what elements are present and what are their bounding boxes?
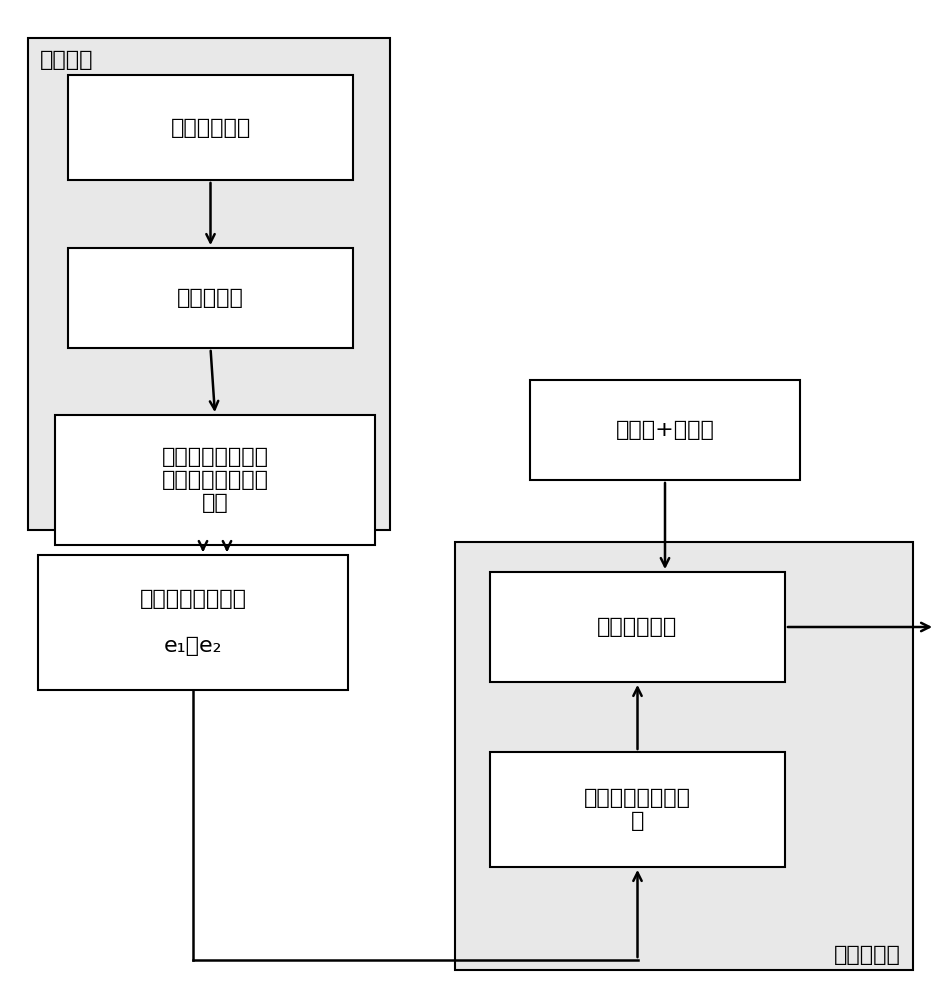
FancyBboxPatch shape: [455, 542, 913, 970]
FancyBboxPatch shape: [38, 555, 348, 690]
Text: 位置给定信号的最
佳逼近、转速给定
信号: 位置给定信号的最 佳逼近、转速给定 信号: [162, 447, 268, 513]
Text: 编码器+锁相环: 编码器+锁相环: [615, 420, 714, 440]
FancyBboxPatch shape: [490, 752, 785, 867]
FancyBboxPatch shape: [68, 75, 353, 180]
Text: 位置转速统一控制
器: 位置转速统一控制 器: [584, 788, 691, 831]
Text: 跟踪微分器: 跟踪微分器: [177, 288, 244, 308]
Text: 信号处理: 信号处理: [40, 50, 93, 70]
Text: 位置给定信号: 位置给定信号: [170, 117, 251, 137]
FancyBboxPatch shape: [490, 572, 785, 682]
FancyBboxPatch shape: [28, 38, 390, 530]
Text: 位置转速误差信号

e₁、e₂: 位置转速误差信号 e₁、e₂: [140, 589, 246, 656]
FancyBboxPatch shape: [68, 248, 353, 348]
Text: 电流环控制器: 电流环控制器: [597, 617, 678, 637]
Text: 伺服控制器: 伺服控制器: [834, 945, 901, 965]
FancyBboxPatch shape: [55, 415, 375, 545]
FancyBboxPatch shape: [530, 380, 800, 480]
